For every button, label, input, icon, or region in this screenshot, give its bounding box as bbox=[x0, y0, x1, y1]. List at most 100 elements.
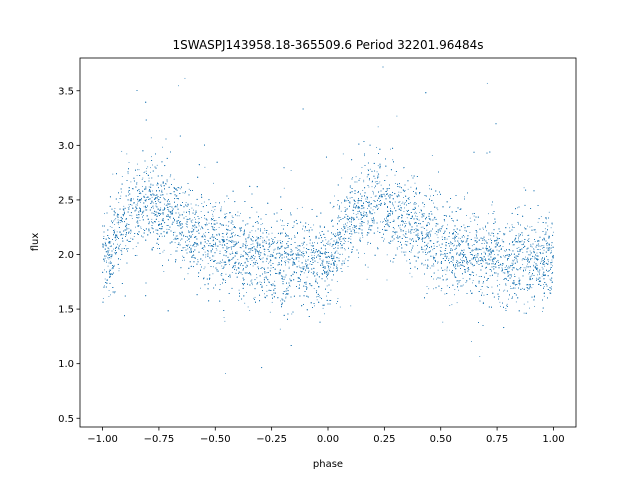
data-point bbox=[408, 229, 409, 231]
data-point bbox=[256, 236, 258, 238]
data-point bbox=[219, 284, 221, 285]
data-point bbox=[257, 243, 259, 245]
data-point bbox=[119, 221, 121, 223]
data-point bbox=[445, 254, 447, 256]
data-point bbox=[521, 240, 523, 242]
data-point bbox=[182, 192, 184, 194]
data-point bbox=[339, 239, 340, 241]
data-point bbox=[140, 193, 142, 195]
data-point bbox=[340, 236, 341, 238]
data-point bbox=[417, 232, 419, 234]
data-point bbox=[306, 244, 308, 246]
data-point bbox=[344, 207, 346, 208]
data-point bbox=[364, 155, 365, 157]
data-point bbox=[318, 249, 319, 251]
data-point bbox=[240, 230, 241, 232]
data-point bbox=[125, 234, 127, 236]
data-point bbox=[131, 215, 133, 217]
data-point bbox=[444, 293, 446, 295]
data-point bbox=[507, 273, 509, 275]
data-point bbox=[476, 241, 478, 242]
data-point bbox=[500, 264, 502, 266]
data-point bbox=[472, 280, 474, 281]
data-point bbox=[405, 244, 407, 246]
data-point bbox=[336, 250, 338, 252]
data-point bbox=[165, 183, 166, 184]
data-point bbox=[429, 188, 430, 190]
data-point bbox=[523, 303, 525, 305]
data-point bbox=[447, 224, 448, 226]
data-point bbox=[405, 221, 406, 222]
data-point bbox=[537, 267, 539, 269]
data-point bbox=[540, 261, 542, 263]
data-point bbox=[505, 284, 507, 286]
data-point bbox=[191, 227, 193, 229]
data-point bbox=[108, 296, 110, 297]
data-point bbox=[362, 189, 364, 191]
data-point bbox=[292, 264, 294, 266]
data-point bbox=[397, 237, 399, 238]
data-point bbox=[128, 204, 130, 206]
data-point bbox=[501, 247, 502, 249]
data-point bbox=[201, 217, 202, 218]
data-point bbox=[349, 221, 351, 223]
data-point bbox=[455, 265, 456, 267]
data-point bbox=[497, 245, 498, 246]
data-point bbox=[491, 232, 493, 234]
data-point bbox=[550, 250, 552, 252]
data-point bbox=[463, 224, 465, 226]
data-point bbox=[370, 225, 372, 227]
data-point bbox=[207, 251, 209, 253]
data-point bbox=[215, 248, 217, 249]
data-point bbox=[252, 250, 253, 251]
data-point bbox=[108, 248, 110, 249]
data-point bbox=[527, 239, 529, 241]
data-point bbox=[374, 187, 375, 189]
data-point bbox=[475, 233, 477, 235]
data-point bbox=[380, 196, 382, 198]
data-point bbox=[238, 262, 240, 264]
data-point bbox=[315, 281, 317, 283]
data-point bbox=[271, 238, 273, 239]
data-point bbox=[186, 240, 188, 241]
data-point bbox=[104, 278, 106, 280]
data-point bbox=[462, 254, 463, 255]
data-point bbox=[297, 254, 299, 255]
data-point bbox=[279, 240, 281, 242]
data-point bbox=[331, 238, 333, 239]
data-point bbox=[126, 153, 128, 155]
data-point bbox=[303, 272, 305, 274]
data-point bbox=[396, 115, 398, 117]
data-point bbox=[183, 234, 185, 236]
data-point bbox=[316, 296, 317, 298]
data-point bbox=[162, 251, 164, 253]
data-point bbox=[302, 225, 304, 227]
data-point bbox=[371, 181, 373, 183]
data-point bbox=[259, 238, 261, 240]
data-point bbox=[308, 224, 309, 225]
data-point bbox=[415, 255, 417, 257]
data-point bbox=[398, 194, 399, 196]
data-point bbox=[335, 266, 337, 267]
data-point bbox=[140, 228, 142, 230]
data-point bbox=[522, 252, 524, 253]
data-point bbox=[186, 205, 188, 207]
data-point bbox=[417, 228, 418, 230]
data-point bbox=[104, 241, 106, 243]
data-point bbox=[518, 239, 519, 241]
data-point bbox=[319, 232, 321, 234]
data-point bbox=[104, 257, 106, 259]
data-point bbox=[403, 197, 404, 198]
data-point bbox=[202, 236, 204, 238]
data-point bbox=[280, 219, 281, 221]
data-point bbox=[392, 159, 394, 161]
data-point bbox=[232, 221, 234, 223]
data-point bbox=[108, 249, 110, 251]
data-point bbox=[329, 242, 331, 244]
data-point bbox=[539, 249, 541, 250]
data-point bbox=[543, 285, 545, 287]
data-point bbox=[378, 191, 380, 192]
data-point bbox=[548, 261, 549, 263]
data-point bbox=[471, 341, 472, 342]
data-point bbox=[264, 228, 265, 229]
